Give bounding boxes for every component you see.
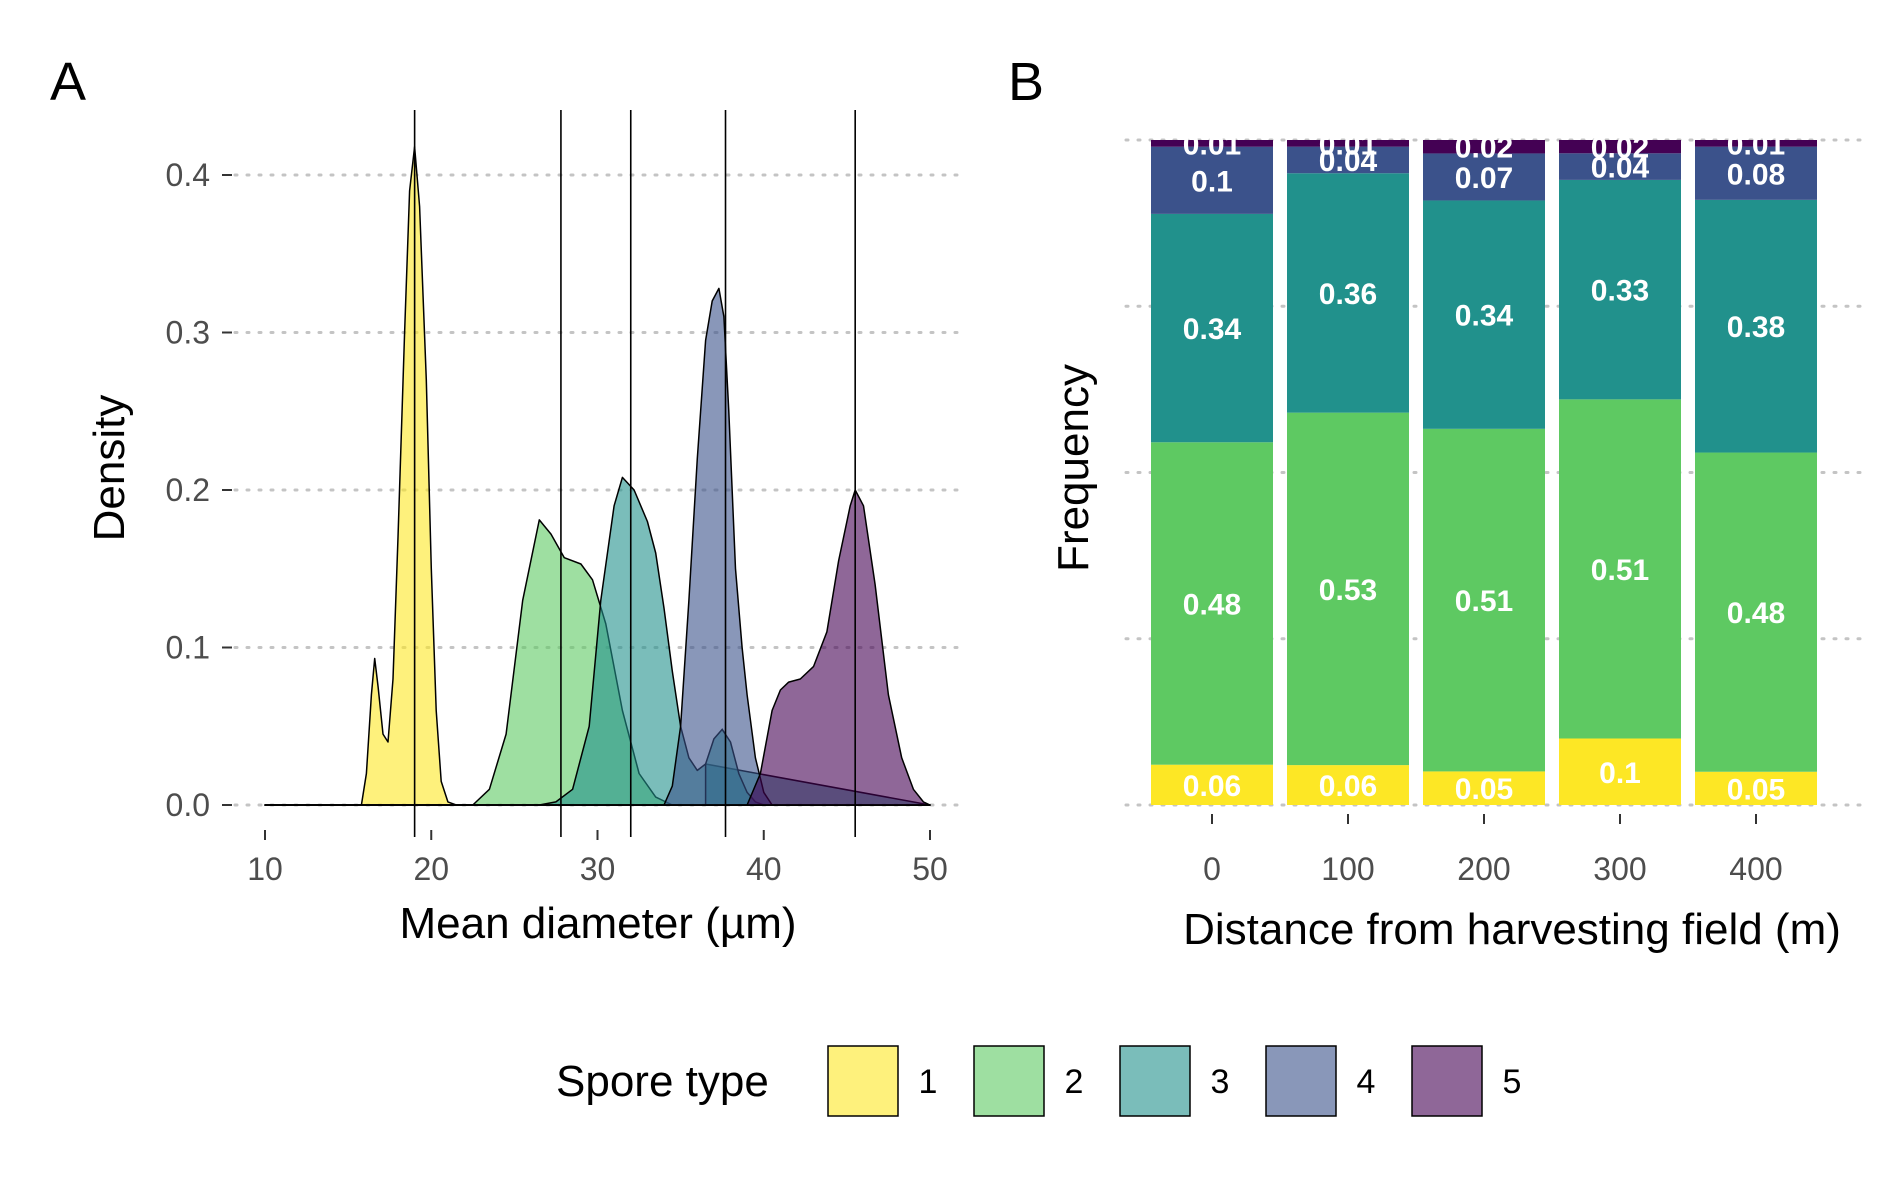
bar-segment-400-type-3 — [1695, 199, 1817, 453]
bar-segment-label: 0.01 — [1183, 128, 1241, 161]
density-x-tick-label: 10 — [247, 851, 283, 887]
bar-segment-300-type-4 — [1559, 153, 1681, 180]
frequency-x-axis-title: Distance from harvesting field (m) — [1183, 905, 1841, 954]
bar-segment-label: 0.02 — [1455, 132, 1513, 165]
bar-segment-label: 0.51 — [1455, 585, 1513, 618]
density-x-tick-label: 40 — [746, 851, 782, 887]
bar-segment-0-type-3 — [1151, 213, 1273, 443]
bar-segment-label: 0.02 — [1591, 132, 1649, 165]
bar-segment-300-type-5 — [1559, 140, 1681, 154]
bar-segment-200-type-1 — [1423, 771, 1545, 805]
bar-segment-0-type-2 — [1151, 442, 1273, 765]
bar-segment-label: 0.04 — [1591, 152, 1650, 185]
bar-segment-100-type-5 — [1287, 140, 1409, 147]
density-areas — [264, 145, 931, 806]
bar-segment-200-type-5 — [1423, 140, 1545, 154]
frequency-x-tick-label: 400 — [1729, 851, 1782, 887]
frequency-x-ticks: 0 100 200 300 400 — [1203, 814, 1783, 887]
bar-segment-label: 0.36 — [1319, 278, 1377, 311]
bar-segment-400-type-2 — [1695, 452, 1817, 772]
bar-segment-label: 0.1 — [1191, 165, 1233, 198]
density-y-tick-label: 0.3 — [166, 315, 210, 351]
bar-segment-100-type-2 — [1287, 412, 1409, 766]
bar-segment-400-type-1 — [1695, 771, 1817, 805]
bar-segment-label: 0.34 — [1183, 313, 1242, 346]
frequency-x-tick-label: 200 — [1457, 851, 1510, 887]
density-x-tick-label: 30 — [580, 851, 616, 887]
bar-segment-label: 0.48 — [1727, 597, 1785, 630]
density-area-5 — [264, 489, 931, 806]
density-y-tick-label: 0.2 — [166, 472, 210, 508]
density-x-tick-label: 20 — [413, 851, 449, 887]
bar-segment-0-type-4 — [1151, 146, 1273, 214]
bar-segment-200-type-3 — [1423, 200, 1545, 429]
bar-segment-label: 0.06 — [1183, 770, 1241, 803]
bar-segment-200-type-2 — [1423, 428, 1545, 772]
bar-segment-200-type-4 — [1423, 153, 1545, 201]
bar-segment-label: 0.34 — [1455, 300, 1514, 333]
bar-segment-label: 0.01 — [1319, 128, 1377, 161]
legend-swatch-1 — [827, 1045, 899, 1117]
frequency-y-axis-title: Frequency — [1049, 364, 1098, 572]
legend-items: 1 2 3 4 5 — [827, 1045, 1522, 1117]
bar-segment-label: 0.05 — [1727, 773, 1785, 806]
bar-segment-label: 0.48 — [1183, 588, 1241, 621]
panel-a-tag: A — [50, 52, 86, 112]
frequency-bars — [1151, 140, 1817, 805]
bar-segment-100-type-4 — [1287, 146, 1409, 174]
bar-segment-label: 0.08 — [1727, 158, 1785, 191]
density-x-ticks: 10 20 30 40 50 — [247, 830, 948, 887]
frequency-x-tick-label: 100 — [1321, 851, 1374, 887]
bar-segment-300-type-1 — [1559, 738, 1681, 805]
density-panel: 0.0 0.1 0.2 0.3 0.4 10 20 30 40 50 Mean diameter… — [85, 110, 967, 948]
bar-segment-label: 0.1 — [1599, 757, 1641, 790]
legend-swatch-3 — [1119, 1045, 1191, 1117]
legend-label-2: 2 — [1065, 1063, 1084, 1101]
bar-segment-0-type-5 — [1151, 140, 1273, 147]
frequency-x-tick-label: 300 — [1593, 851, 1646, 887]
density-area-1 — [264, 145, 931, 806]
legend-label-5: 5 — [1503, 1063, 1522, 1101]
bar-segment-label: 0.38 — [1727, 311, 1785, 344]
bar-segment-300-type-3 — [1559, 179, 1681, 400]
frequency-bar-labels: 0.060.480.340.10.010.060.530.360.040.010… — [1183, 128, 1785, 806]
bar-segment-label: 0.53 — [1319, 574, 1377, 607]
density-x-tick-label: 50 — [912, 851, 948, 887]
panel-b-tag: B — [1008, 52, 1044, 112]
bar-segment-label: 0.33 — [1591, 275, 1649, 308]
bar-segment-label: 0.51 — [1591, 554, 1649, 587]
density-y-axis-title: Density — [85, 395, 134, 542]
bar-segment-400-type-4 — [1695, 146, 1817, 200]
legend: Spore type 1 2 3 4 5 — [556, 1045, 1522, 1117]
bar-segment-100-type-3 — [1287, 173, 1409, 413]
legend-swatch-4 — [1265, 1045, 1337, 1117]
frequency-x-tick-label: 0 — [1203, 851, 1221, 887]
bar-segment-100-type-1 — [1287, 765, 1409, 805]
density-x-axis-title: Mean diameter (µm) — [399, 899, 796, 948]
bar-segment-300-type-2 — [1559, 399, 1681, 739]
bar-segment-label: 0.07 — [1455, 162, 1513, 195]
frequency-panel: 0.060.480.340.10.010.060.530.360.040.010… — [1049, 128, 1862, 954]
density-y-ticks: 0.0 0.1 0.2 0.3 0.4 — [166, 157, 232, 823]
legend-label-4: 4 — [1357, 1063, 1376, 1101]
bar-segment-label: 0.04 — [1319, 145, 1378, 178]
legend-title: Spore type — [556, 1057, 769, 1106]
bar-segment-label: 0.01 — [1727, 128, 1785, 161]
legend-swatch-2 — [973, 1045, 1045, 1117]
legend-label-3: 3 — [1211, 1063, 1230, 1101]
bar-segment-400-type-5 — [1695, 140, 1817, 147]
density-y-tick-label: 0.0 — [166, 787, 210, 823]
bar-segment-label: 0.06 — [1319, 770, 1377, 803]
bar-segment-label: 0.05 — [1455, 773, 1513, 806]
density-vertical-lines — [413, 110, 856, 837]
legend-swatch-5 — [1411, 1045, 1483, 1117]
bar-segment-0-type-1 — [1151, 764, 1273, 805]
legend-label-1: 1 — [919, 1063, 938, 1101]
density-y-tick-label: 0.4 — [166, 157, 210, 193]
density-y-tick-label: 0.1 — [166, 630, 210, 666]
